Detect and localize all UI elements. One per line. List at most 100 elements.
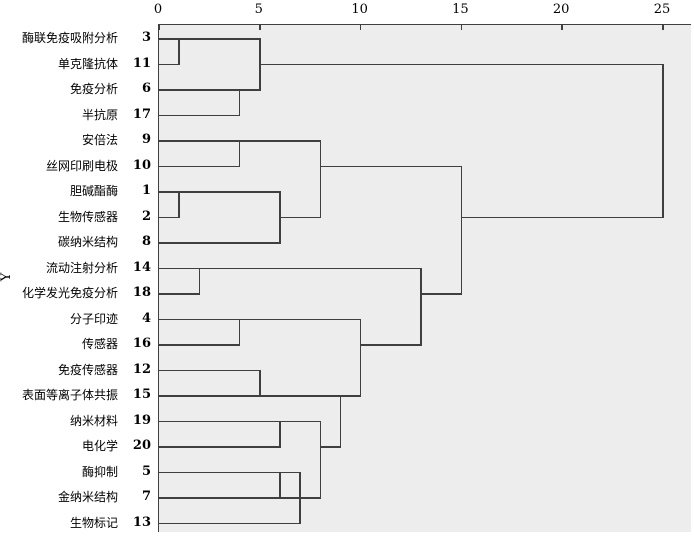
leaf-line bbox=[159, 369, 261, 372]
leaf-line bbox=[159, 191, 180, 193]
leaf-label: 传感器 bbox=[81, 337, 118, 351]
leaf-line bbox=[159, 242, 281, 244]
x-axis-tick bbox=[259, 25, 261, 30]
leaf-label: 电化学 bbox=[81, 439, 118, 453]
leaf-label: 碳纳米结构 bbox=[57, 235, 118, 249]
leaf-row: 半抗原 17 bbox=[0, 105, 152, 125]
leaf-label: 分子印迹 bbox=[69, 311, 118, 326]
leaf-row: 电化学 20 bbox=[0, 436, 152, 456]
leaf-line bbox=[159, 293, 201, 295]
x-axis-tick-label: 25 bbox=[653, 2, 671, 17]
leaf-label: 表面等离子体共振 bbox=[21, 388, 118, 402]
leaf-id: 9 bbox=[141, 132, 151, 147]
leaf-line bbox=[159, 318, 241, 321]
leaf-label: 流动注射分析 bbox=[45, 260, 118, 275]
cluster-connector-line bbox=[199, 267, 422, 270]
leaf-id: 10 bbox=[132, 157, 151, 173]
leaf-row: 安倍法 9 bbox=[0, 130, 152, 150]
leaf-line bbox=[159, 165, 241, 168]
cluster-connector-line bbox=[320, 446, 342, 448]
x-axis-tick-label: 20 bbox=[552, 2, 570, 17]
cluster-connector-line bbox=[239, 140, 321, 142]
dendrogram-line-v bbox=[259, 369, 261, 397]
leaf-id: 13 bbox=[132, 514, 151, 530]
cluster-connector-line bbox=[421, 293, 463, 295]
leaf-id: 1 bbox=[141, 183, 151, 198]
plot-area bbox=[158, 24, 691, 532]
leaf-label: 半抗原 bbox=[81, 107, 118, 122]
leaf-id: 14 bbox=[132, 259, 151, 275]
leaf-line bbox=[159, 522, 301, 525]
x-axis-tick bbox=[662, 25, 664, 30]
leaf-line bbox=[159, 267, 201, 270]
leaf-row: 丝网印刷电极 10 bbox=[0, 156, 152, 176]
x-axis-tick-label: 5 bbox=[254, 2, 263, 17]
leaf-row: 酶抑制 5 bbox=[0, 462, 152, 482]
leaf-id: 8 bbox=[141, 234, 151, 249]
cluster-connector-line bbox=[300, 497, 322, 499]
leaf-label: 金纳米结构 bbox=[57, 490, 118, 504]
dendrogram-line-v bbox=[662, 63, 664, 219]
cluster-connector-line bbox=[461, 216, 664, 219]
leaf-id: 3 bbox=[141, 30, 151, 45]
leaf-line bbox=[159, 63, 180, 66]
leaf-row: 酶联免疫吸附分析 3 bbox=[0, 28, 152, 48]
cluster-connector-line bbox=[279, 471, 301, 474]
cluster-connector-line bbox=[340, 395, 362, 397]
leaf-line bbox=[159, 446, 281, 448]
dendrogram-line-v bbox=[178, 191, 180, 219]
cluster-connector-line bbox=[279, 420, 322, 423]
leaf-row: 单克隆抗体 11 bbox=[0, 54, 152, 74]
dendrogram-line-v bbox=[198, 267, 201, 295]
leaf-label: 纳米材料 bbox=[69, 413, 118, 428]
leaf-line bbox=[159, 140, 241, 142]
cluster-connector-line bbox=[259, 63, 664, 66]
dendrogram-line-v bbox=[279, 471, 281, 499]
cluster-connector-line bbox=[179, 191, 281, 193]
leaf-label: 丝网印刷电极 bbox=[45, 158, 118, 173]
leaf-id: 2 bbox=[141, 208, 151, 224]
leaf-label: 单克隆抗体 bbox=[57, 56, 118, 71]
leaf-label: 胆碱酯酶 bbox=[69, 184, 118, 198]
x-axis-tick bbox=[158, 25, 160, 30]
leaf-line bbox=[159, 216, 180, 219]
leaf-id: 5 bbox=[141, 463, 151, 479]
leaf-line bbox=[159, 420, 281, 423]
leaf-row: 化学发光免疫分析 18 bbox=[0, 283, 152, 303]
leaf-row: 免疫分析 6 bbox=[0, 79, 152, 99]
leaf-line bbox=[159, 497, 301, 499]
dendrogram-line-v bbox=[238, 89, 241, 117]
x-axis-tick-label: 15 bbox=[452, 2, 469, 17]
x-axis-tick bbox=[460, 25, 463, 30]
leaf-id: 4 bbox=[141, 310, 151, 326]
cluster-connector-line bbox=[239, 318, 362, 321]
leaf-label: 酶联免疫吸附分析 bbox=[21, 31, 118, 45]
cluster-connector-line bbox=[279, 216, 322, 219]
leaf-row: 传感器 16 bbox=[0, 334, 152, 354]
leaf-label: 免疫分析 bbox=[69, 82, 118, 96]
leaf-row: 纳米材料 19 bbox=[0, 411, 152, 431]
leaf-line bbox=[159, 38, 180, 40]
leaf-row: 胆碱酯酶 1 bbox=[0, 181, 152, 201]
leaf-line bbox=[159, 471, 281, 474]
leaf-id: 17 bbox=[132, 106, 151, 122]
leaf-id: 19 bbox=[132, 412, 151, 428]
leaf-id: 15 bbox=[132, 387, 151, 402]
leaf-row: 生物标记 13 bbox=[0, 513, 152, 533]
cluster-connector-line bbox=[179, 38, 261, 40]
dendrogram-line-v bbox=[279, 420, 281, 448]
dendrogram-line-v bbox=[420, 267, 422, 346]
dendrogram-line-v bbox=[238, 318, 241, 346]
leaf-id: 16 bbox=[132, 336, 151, 351]
leaf-label: 免疫传感器 bbox=[57, 362, 118, 377]
x-axis-tick-label: 10 bbox=[351, 2, 368, 17]
cluster-connector-line bbox=[360, 344, 422, 346]
dendrogram-line-v bbox=[359, 318, 362, 397]
leaf-row: 金纳米结构 7 bbox=[0, 487, 152, 507]
x-axis-tick bbox=[359, 25, 362, 30]
leaf-label: 生物标记 bbox=[69, 515, 118, 530]
cluster-connector-line bbox=[259, 395, 342, 397]
leaf-id: 12 bbox=[132, 361, 151, 377]
leaf-line bbox=[159, 344, 241, 346]
